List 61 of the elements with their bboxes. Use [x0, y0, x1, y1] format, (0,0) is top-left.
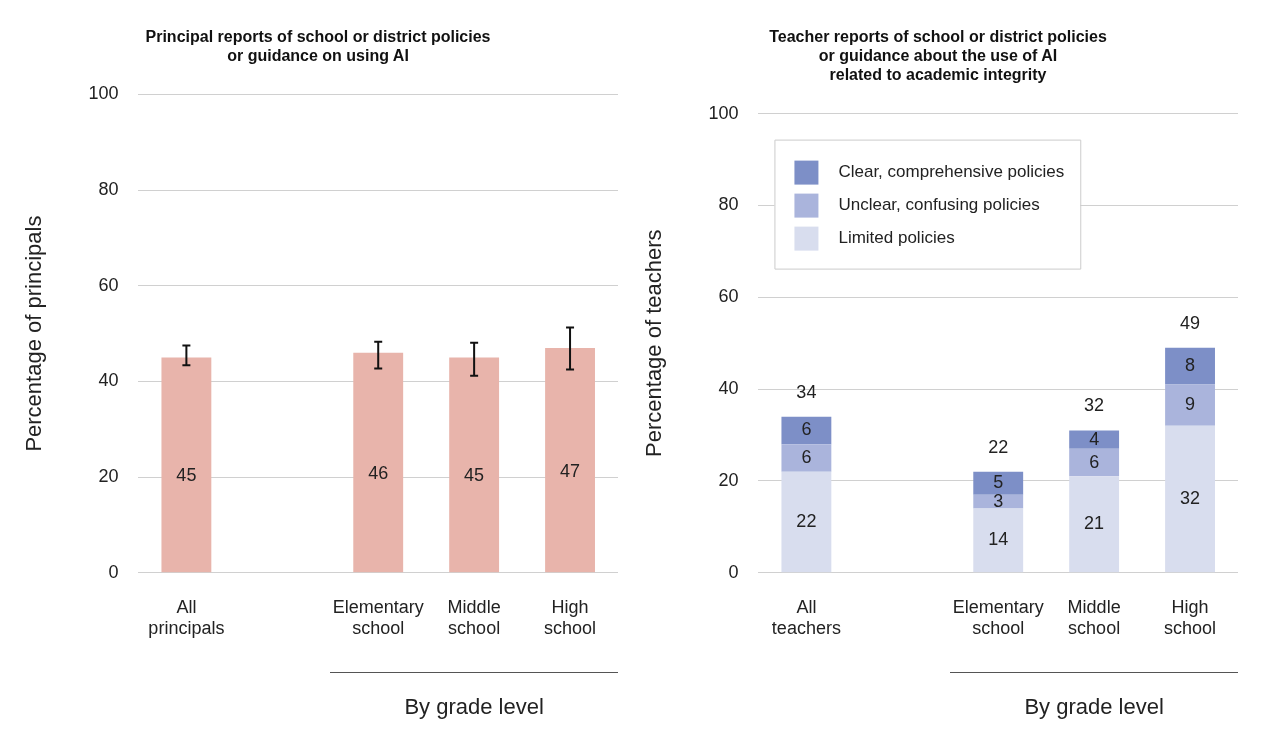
y-tick-label: 80: [718, 194, 739, 215]
legend-label: Limited policies: [838, 228, 955, 248]
bar: [1069, 430, 1120, 449]
legend-label: Clear, comprehensive policies: [838, 162, 1065, 182]
total-label: 34: [796, 381, 817, 402]
data-label: 3: [993, 490, 1004, 511]
chart-title: Teacher reports of school or district policies or guidance about the use of AI related to academic integrity: [769, 28, 1107, 84]
x-tick-label: Middle school: [1067, 596, 1121, 639]
y-axis-title: Percentage of principals: [21, 215, 47, 452]
bar: [781, 416, 832, 445]
bar: [973, 508, 1024, 573]
data-label: 6: [1089, 451, 1100, 472]
x-tick-label: High school: [544, 596, 597, 639]
y-tick-label: 100: [88, 83, 119, 104]
data-label: 22: [796, 511, 817, 532]
y-tick-label: 40: [98, 370, 119, 391]
data-label: 45: [176, 464, 197, 485]
y-tick-label: 0: [728, 561, 739, 582]
x-tick-label: Elementary school: [952, 596, 1044, 639]
data-label: 6: [801, 446, 812, 467]
data-label: 6: [801, 419, 812, 440]
data-label: 14: [988, 529, 1009, 550]
data-label: 47: [560, 460, 581, 481]
bar: [1069, 448, 1120, 477]
bar: [1165, 425, 1215, 573]
x-tick-label: High school: [1164, 596, 1217, 639]
bar: [781, 444, 832, 472]
data-label: 5: [993, 472, 1004, 493]
y-tick-label: 60: [718, 286, 739, 307]
legend-label: Unclear, confusing policies: [838, 195, 1040, 215]
chart-title: Principal reports of school or district policies or guidance on using AI: [145, 28, 491, 65]
data-label: 8: [1185, 355, 1196, 376]
y-tick-label: 20: [718, 469, 739, 490]
x-tick-label: Middle school: [447, 596, 501, 639]
data-label: 21: [1084, 513, 1105, 534]
y-tick-label: 100: [708, 102, 739, 123]
bar: [973, 471, 1024, 495]
data-label: 9: [1185, 394, 1196, 415]
total-label: 32: [1084, 395, 1105, 416]
bar: [781, 471, 832, 573]
data-label: 45: [464, 464, 485, 485]
data-label: 46: [368, 462, 389, 483]
x-tick-label: All principals: [148, 596, 225, 639]
bar: [1165, 347, 1215, 385]
y-tick-label: 40: [718, 378, 739, 399]
x-tick-label: All teachers: [771, 596, 841, 639]
x-axis-title: By grade level: [403, 694, 545, 720]
bar: [1069, 476, 1120, 573]
y-axis-title: Percentage of teachers: [641, 229, 667, 457]
y-tick-label: 0: [108, 561, 119, 582]
data-label: 4: [1089, 428, 1100, 449]
y-tick-label: 20: [98, 466, 119, 487]
data-label: 32: [1180, 488, 1201, 509]
total-label: 22: [988, 436, 1009, 457]
bar: [973, 494, 1024, 509]
total-label: 49: [1180, 312, 1201, 333]
y-tick-label: 60: [98, 274, 119, 295]
x-axis-title: By grade level: [1023, 694, 1165, 720]
y-tick-label: 80: [98, 179, 119, 200]
bar: [1165, 384, 1215, 426]
x-tick-label: Elementary school: [332, 596, 424, 639]
